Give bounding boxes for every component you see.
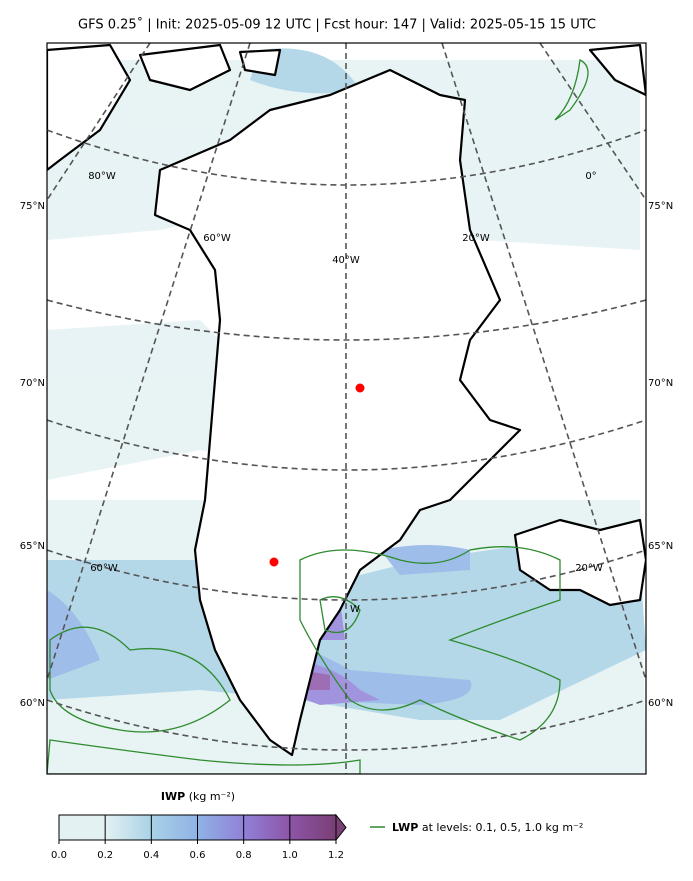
- colorbar-tick-label: 0.6: [190, 850, 206, 861]
- lon-label: 60°W: [90, 563, 118, 574]
- colorbar-label: IWP (kg m⁻²): [161, 790, 235, 803]
- lon-label: 80°W: [88, 171, 116, 182]
- colorbar-tick-label: 0.4: [143, 850, 159, 861]
- map: [47, 43, 646, 774]
- colorbar-segment: [105, 815, 152, 840]
- colorbar-segment: [59, 815, 106, 840]
- colorbar-name: IWP: [161, 790, 185, 803]
- legend-desc: at levels: 0.1, 0.5, 1.0 kg m⁻²: [422, 821, 583, 834]
- colorbar-tick-label: 0.2: [97, 850, 113, 861]
- lat-label: 65°N: [648, 541, 673, 552]
- colorbar-unit: (kg m⁻²): [189, 790, 235, 803]
- colorbar-tick-label: 1.2: [328, 850, 344, 861]
- lon-label: 60°W: [203, 233, 231, 244]
- graticule-labels: 75°N 75°N 70°N 70°N 65°N 65°N 60°N 60°N 80°W 60°W…: [20, 171, 673, 709]
- lat-label: 70°N: [648, 378, 673, 389]
- colorbar-tick-label: 0.8: [236, 850, 252, 861]
- title: GFS 0.25˚ | Init: 2025-05-09 12 UTC | Fc…: [78, 17, 596, 33]
- lat-label: 65°N: [20, 541, 45, 552]
- legend-name: LWP: [392, 821, 418, 834]
- colorbar-tick-label: 0.0: [51, 850, 67, 861]
- lat-label: 60°N: [648, 698, 673, 709]
- lon-label: 20°W: [462, 233, 490, 244]
- colorbar: 0.0 0.2 0.4 0.6 0.8 1.0 1.2: [51, 813, 347, 861]
- colorbar-segment: [289, 815, 336, 840]
- lat-label: 75°N: [20, 201, 45, 212]
- lon-label: 40°W: [332, 255, 360, 266]
- lon-label: 0°: [585, 171, 596, 182]
- colorbar-extend: [335, 813, 347, 842]
- colorbar-segment: [243, 815, 290, 840]
- lon-label: W: [350, 604, 360, 615]
- lon-label: 20°W: [575, 563, 603, 574]
- colorbar-tick-label: 1.0: [282, 850, 298, 861]
- colorbar-segment: [197, 815, 244, 840]
- lat-label: 60°N: [20, 698, 45, 709]
- legend-text: LWP at levels: 0.1, 0.5, 1.0 kg m⁻²: [392, 821, 583, 834]
- lat-label: 70°N: [20, 378, 45, 389]
- colorbar-segment: [151, 815, 198, 840]
- lat-label: 75°N: [648, 201, 673, 212]
